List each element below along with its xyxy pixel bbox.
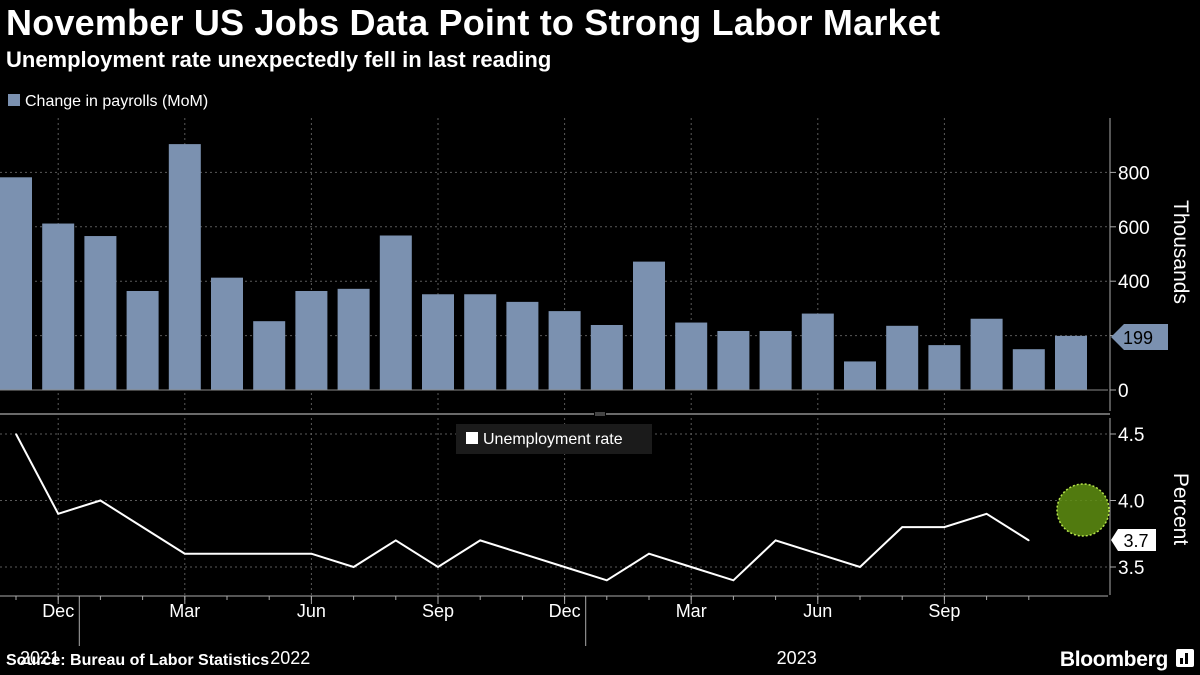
payroll-bar (126, 290, 159, 390)
unemployment-point (15, 433, 17, 435)
unemployment-y-tick-label: 4.5 (1118, 425, 1144, 446)
payroll-bar (337, 288, 370, 390)
x-tick-label: Sep (422, 601, 454, 621)
payroll-bar (168, 144, 201, 390)
unemployment-point (479, 539, 482, 542)
payroll-bar (633, 261, 665, 390)
unemployment-y-tick-label: 4.0 (1118, 492, 1144, 513)
payrolls-last-value-callout: 199 (1111, 324, 1168, 350)
unemployment-point (141, 526, 144, 528)
payrolls-legend-swatch (8, 94, 20, 106)
unemployment-point (690, 566, 692, 568)
payroll-bar (759, 330, 792, 390)
unemployment-axis-title: Percent (1169, 473, 1192, 546)
unemployment-line (15, 433, 1030, 582)
payroll-bar (464, 294, 497, 390)
payroll-bar (506, 301, 539, 390)
payrolls-y-tick-label: 800 (1118, 163, 1150, 184)
x-year-label: 2021 (20, 648, 60, 668)
unemployment-point (606, 579, 608, 582)
x-tick-label: Jun (803, 601, 832, 621)
payroll-bar (42, 223, 75, 390)
unemployment-point (395, 539, 397, 542)
bloomberg-logo: Bloomberg (1059, 648, 1168, 671)
payroll-bar (0, 177, 32, 390)
x-tick-label: Mar (676, 601, 707, 621)
unemployment-legend-swatch (466, 432, 478, 444)
unemployment-point (859, 566, 861, 568)
payroll-bar (84, 236, 117, 390)
payrolls-axis-title: Thousands (1169, 200, 1192, 304)
chart-subtitle: Unemployment rate unexpectedly fell in l… (6, 47, 552, 72)
unemployment-y-tick-label: 3.5 (1118, 558, 1144, 579)
unemployment-point (521, 552, 524, 555)
payrolls-callout-value: 199 (1123, 328, 1153, 348)
payroll-bar (844, 361, 876, 390)
source-note: Source: Bureau of Labor Statistics (6, 652, 270, 669)
unemployment-point (310, 552, 313, 555)
x-tick-label: Dec (42, 601, 74, 621)
payrolls-y-tick-label: 0 (1118, 381, 1129, 402)
unemployment-point (57, 513, 59, 515)
payrolls-bar-series (0, 144, 1087, 390)
unemployment-point (268, 552, 271, 555)
payrolls-y-tick-label: 400 (1118, 272, 1150, 293)
payroll-bar (675, 322, 708, 390)
payroll-bar (970, 318, 1003, 390)
unemployment-point (817, 552, 819, 555)
unemployment-legend-box (456, 424, 652, 454)
payroll-bar (295, 290, 328, 390)
x-year-label: 2023 (777, 648, 817, 668)
payrolls-y-tick-label: 600 (1118, 218, 1150, 239)
x-tick-label: Jun (297, 601, 326, 621)
payroll-bar (548, 311, 581, 390)
chart-title: November US Jobs Data Point to Strong La… (6, 2, 941, 43)
unemployment-line-series (15, 433, 1030, 582)
unemployment-point (352, 566, 355, 568)
unemployment-point (985, 513, 988, 515)
last-reading-highlight (1056, 483, 1110, 537)
payroll-bar (422, 294, 454, 390)
x-tick-label: Sep (928, 601, 960, 621)
payroll-bar (379, 235, 412, 390)
unemployment-legend-label: Unemployment rate (483, 431, 623, 448)
payroll-bar (928, 345, 961, 390)
unemployment-point (437, 566, 439, 568)
unemployment-point (943, 526, 946, 528)
unemployment-point (774, 539, 777, 542)
unemployment-point (184, 552, 186, 555)
payroll-bar (717, 330, 750, 390)
unemployment-point (1028, 539, 1030, 542)
x-year-label: 2022 (270, 648, 310, 668)
unemployment-point (732, 579, 735, 582)
panel-divider-handle (594, 411, 606, 417)
payroll-bar (590, 324, 623, 390)
payroll-bar (801, 313, 834, 390)
x-tick-label: Mar (169, 601, 200, 621)
payroll-bar (1012, 349, 1045, 390)
unemployment-last-value-callout: 3.7 (1111, 529, 1156, 551)
unemployment-point (226, 552, 228, 555)
payroll-bar (211, 277, 243, 390)
unemployment-point (901, 526, 903, 528)
payrolls-legend-label: Change in payrolls (MoM) (25, 93, 208, 110)
terminal-icon (1176, 649, 1194, 667)
unemployment-callout-value: 3.7 (1123, 531, 1148, 551)
unemployment-point (99, 499, 102, 502)
payroll-bar (253, 321, 286, 390)
unemployment-point (563, 566, 566, 568)
x-tick-label: Dec (549, 601, 581, 621)
payroll-bar (886, 325, 919, 390)
unemployment-point (648, 552, 650, 555)
payroll-bar (1055, 335, 1087, 390)
